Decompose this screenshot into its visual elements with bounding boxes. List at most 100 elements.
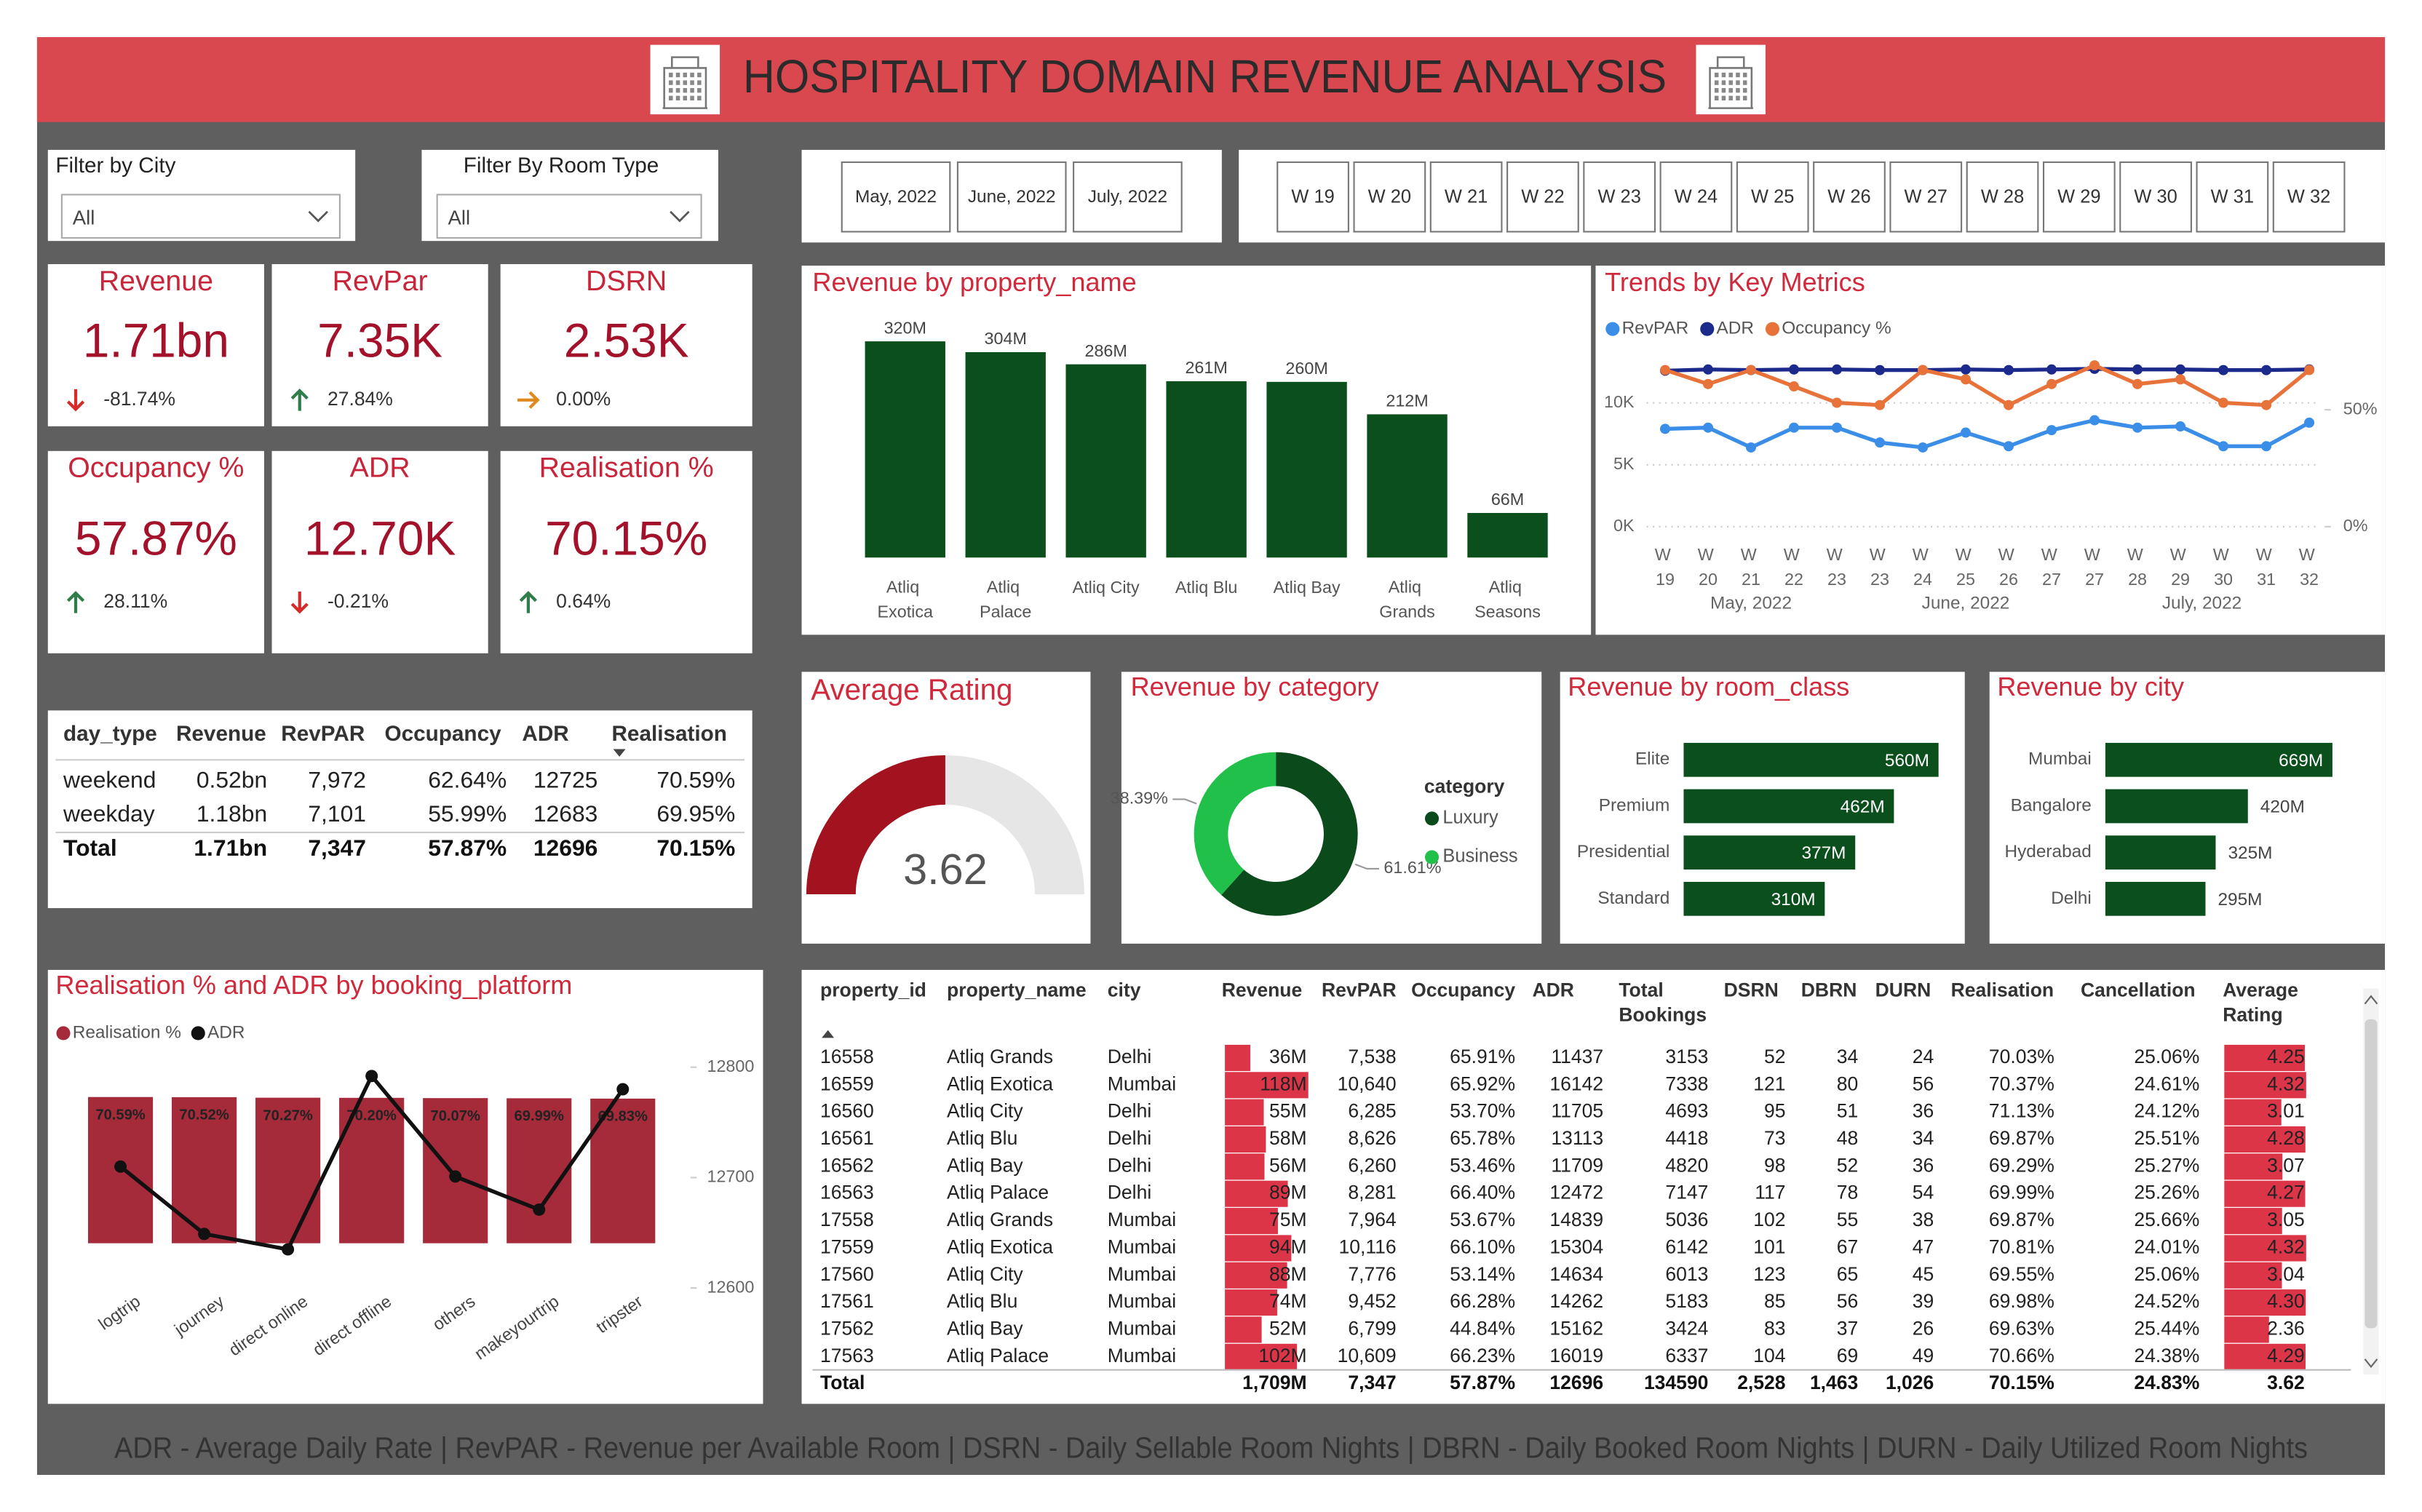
dropdown[interactable] — [60, 194, 341, 239]
text-line: W — [2127, 545, 2148, 564]
table-cell: 0.52bn — [196, 766, 267, 792]
week-button[interactable] — [1429, 161, 1503, 233]
window — [1742, 80, 1747, 85]
legend-swatch — [1424, 811, 1440, 826]
text-line: 19 — [1656, 570, 1675, 589]
dropdown[interactable] — [436, 194, 702, 239]
series-point — [1918, 442, 1929, 453]
scrollbar-thumb[interactable] — [2365, 1019, 2378, 1329]
window — [1721, 80, 1726, 85]
legend-title: category — [1424, 776, 1505, 797]
table-header: Realisation — [611, 722, 726, 746]
scroll-up[interactable] — [2364, 995, 2378, 1005]
legend-swatch — [191, 1026, 205, 1041]
table-total-cell: 1,709M — [1242, 1372, 1306, 1393]
leader-line — [1172, 798, 1197, 805]
x-tick-label: W 30 — [2213, 545, 2234, 589]
data-bar — [1225, 1316, 1262, 1343]
table-cell: Atliq Exotica — [947, 1073, 1053, 1094]
table-cell: Atliq Palace — [947, 1182, 1049, 1203]
series-point — [198, 1227, 211, 1241]
y-tick-label: 10K — [1604, 392, 1635, 411]
table-cell: 1.18bn — [196, 800, 267, 827]
text-line: 23 — [1827, 570, 1846, 589]
month-button[interactable] — [956, 161, 1067, 233]
window — [1714, 72, 1719, 78]
table-cell: 4.30 — [2267, 1290, 2305, 1312]
data-bar — [2224, 1343, 2306, 1370]
table-cell: 34 — [1837, 1046, 1859, 1067]
week-button[interactable] — [2119, 161, 2192, 233]
table-total-cell: 24.83% — [2134, 1372, 2199, 1393]
data-bar — [2224, 1180, 2306, 1207]
table-cell: 12683 — [533, 800, 598, 827]
week-button[interactable] — [1813, 161, 1886, 233]
x-tick-label: W 19 — [1655, 545, 1675, 589]
window — [690, 95, 694, 101]
bar — [1683, 742, 1939, 777]
table-cell: 12472 — [1549, 1182, 1603, 1203]
text-line: Total — [1619, 979, 1669, 1001]
chevron — [308, 210, 328, 223]
kpi-value: 57.87% — [75, 511, 237, 565]
week-button[interactable] — [1966, 161, 2039, 233]
table-cell: 48 — [1837, 1127, 1859, 1149]
window — [1736, 95, 1740, 101]
table-header: Revenue — [176, 722, 266, 746]
kpi-value: 12.70K — [304, 511, 456, 565]
table-cell: 6142 — [1665, 1236, 1708, 1257]
text-line: W — [2170, 545, 2191, 564]
window — [1721, 95, 1726, 101]
table-cell: Atliq City — [947, 1100, 1023, 1122]
leader-line — [1354, 863, 1380, 870]
legend-label: ADR — [207, 1022, 245, 1042]
month-button[interactable] — [1073, 161, 1183, 233]
table-total-cell: 57.87% — [1450, 1372, 1515, 1393]
table-cell: 5183 — [1665, 1290, 1708, 1312]
y-tick-label: Standard — [1597, 888, 1669, 908]
table-cell: 17561 — [820, 1290, 874, 1312]
week-button[interactable] — [2196, 161, 2269, 233]
scroll-down[interactable] — [2364, 1358, 2378, 1369]
table-cell: 65.92% — [1450, 1073, 1515, 1094]
week-button[interactable] — [1506, 161, 1579, 233]
window — [1714, 95, 1719, 101]
week-button[interactable] — [1353, 161, 1426, 233]
panel — [271, 450, 488, 653]
table-cell: 65.91% — [1450, 1046, 1515, 1067]
table-cell: Atliq City — [947, 1263, 1023, 1285]
text-line: 25 — [1956, 570, 1975, 589]
week-button[interactable] — [2042, 161, 2116, 233]
week-button[interactable] — [1276, 161, 1349, 233]
x-tick-label: W 23 — [1870, 545, 1891, 589]
series-line — [1664, 367, 2310, 373]
week-button[interactable] — [2272, 161, 2346, 233]
week-button[interactable] — [1736, 161, 1809, 233]
table-cell: 123 — [1753, 1263, 1785, 1285]
table-header: Realisation — [1951, 979, 2054, 1001]
window — [683, 95, 688, 101]
table-cell: 53.70% — [1450, 1100, 1515, 1122]
kpi-title: DSRN — [586, 265, 667, 297]
text-line: 30 — [2214, 570, 2233, 589]
data-bar — [1225, 1235, 1292, 1262]
window — [1728, 88, 1733, 93]
gauge-fill — [806, 755, 945, 894]
week-button[interactable] — [1889, 161, 1963, 233]
week-button[interactable] — [1583, 161, 1656, 233]
table-total-cell: 2,528 — [1737, 1372, 1785, 1393]
week-label: W 28 — [1981, 186, 2024, 207]
month-button[interactable] — [841, 161, 951, 233]
week-button[interactable] — [1659, 161, 1733, 233]
table-header: Cancellation — [2081, 979, 2196, 1001]
table-cell: 38 — [1913, 1209, 1934, 1230]
table-cell: 7,538 — [1348, 1046, 1396, 1067]
table-cell: 104 — [1753, 1345, 1785, 1366]
table-total-cell: 1,026 — [1886, 1372, 1934, 1393]
legend-swatch — [1424, 850, 1440, 864]
table-cell: 16558 — [820, 1046, 874, 1067]
kpi-title: Revenue — [99, 265, 213, 297]
table-cell: 5036 — [1665, 1209, 1708, 1230]
text-line: Exotica — [878, 602, 934, 621]
